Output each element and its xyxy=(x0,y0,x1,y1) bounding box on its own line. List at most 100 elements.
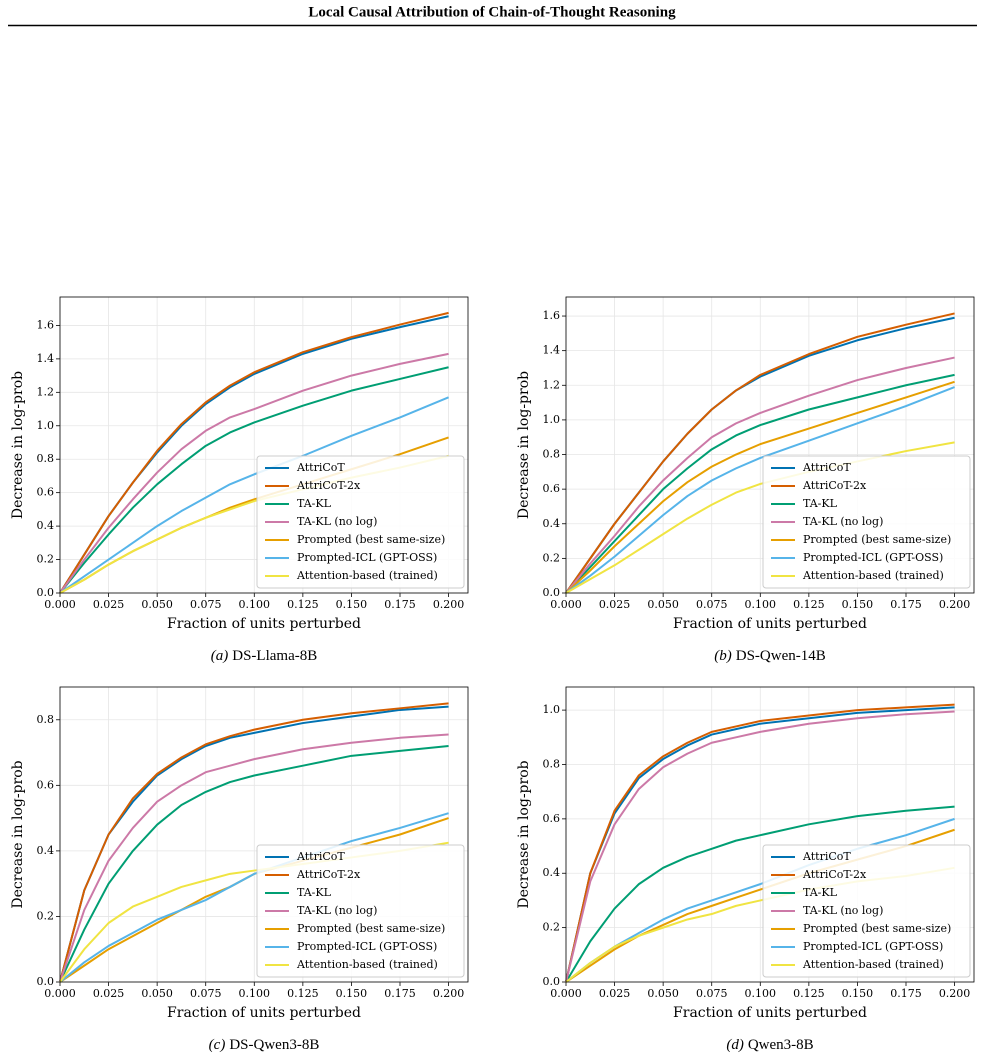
series-line xyxy=(565,373,955,594)
x-tick-label: 0.125 xyxy=(287,987,319,1000)
y-tick-label: 1.6 xyxy=(543,309,561,322)
legend-label: Prompted-ICL (GPT-OSS) xyxy=(297,551,437,564)
y-tick-label: 0.4 xyxy=(543,866,561,879)
legend-label: Prompted-ICL (GPT-OSS) xyxy=(297,940,437,953)
y-tick-label: 0.4 xyxy=(543,517,561,530)
y-tick-label: 0.0 xyxy=(543,975,561,988)
series-line xyxy=(565,356,955,594)
x-tick-label: 0.200 xyxy=(939,598,971,611)
y-tick-label: 1.2 xyxy=(543,378,561,391)
caption: (b) DS-Qwen-14B xyxy=(714,648,826,664)
legend-label: AttriCoT xyxy=(296,461,345,474)
series-line xyxy=(565,380,955,594)
caption: (c) DS-Qwen3-8B xyxy=(209,1037,320,1053)
x-tick-label: 0.050 xyxy=(647,987,679,1000)
series-line xyxy=(59,702,449,983)
x-tick-label: 0.025 xyxy=(93,598,125,611)
x-tick-label: 0.100 xyxy=(745,987,777,1000)
x-tick-label: 0.075 xyxy=(190,987,222,1000)
caption-text: DS-Qwen-14B xyxy=(736,648,826,664)
legend-label: Prompted-ICL (GPT-OSS) xyxy=(803,940,943,953)
axes-frame xyxy=(59,686,469,983)
series-line xyxy=(565,703,955,983)
y-axis-label: Decrease in log-prob xyxy=(10,760,26,908)
legend-label: Attention-based (trained) xyxy=(296,569,438,582)
series-line xyxy=(565,805,955,983)
caption-label: (d) xyxy=(726,1037,744,1053)
legend-box xyxy=(256,844,465,978)
series-line xyxy=(59,745,449,983)
caption: (a) DS-Llama-8B xyxy=(211,648,317,664)
legend-box xyxy=(762,844,971,978)
y-tick-label: 0.2 xyxy=(543,551,561,564)
y-axis-label: Decrease in log-prob xyxy=(516,371,532,519)
x-tick-label: 0.150 xyxy=(336,598,368,611)
series-line xyxy=(565,710,955,983)
y-axis-label: Decrease in log-prob xyxy=(10,371,26,519)
y-tick-label: 1.0 xyxy=(37,419,55,432)
y-tick-label: 1.4 xyxy=(543,344,561,357)
y-tick-label: 0.4 xyxy=(37,519,55,532)
y-tick-label: 0.2 xyxy=(37,553,55,566)
y-tick-label: 0.8 xyxy=(37,713,55,726)
x-tick-label: 0.050 xyxy=(141,598,173,611)
y-tick-label: 1.2 xyxy=(37,385,55,398)
caption-label: (a) xyxy=(211,648,229,664)
legend-box xyxy=(762,455,971,589)
y-tick-label: 0.2 xyxy=(37,909,55,922)
axes-frame xyxy=(59,296,469,594)
series-line xyxy=(59,311,449,594)
legend-label: Prompted-ICL (GPT-OSS) xyxy=(803,551,943,564)
legend-label: TA-KL xyxy=(297,886,332,899)
series-line xyxy=(565,386,955,594)
axes-frame xyxy=(565,296,975,594)
series-line xyxy=(59,366,449,594)
legend-label: AttriCoT xyxy=(802,461,851,474)
y-tick-label: 1.6 xyxy=(37,318,55,331)
legend-label: Prompted (best same-size) xyxy=(297,533,445,546)
x-tick-label: 0.025 xyxy=(599,987,631,1000)
y-tick-label: 1.0 xyxy=(543,413,561,426)
legend-box xyxy=(256,455,465,589)
x-tick-label: 0.150 xyxy=(336,987,368,1000)
legend-label: TA-KL (no log) xyxy=(297,515,377,528)
y-tick-label: 0.8 xyxy=(37,452,55,465)
caption-text: DS-Qwen3-8B xyxy=(229,1037,319,1053)
x-tick-label: 0.200 xyxy=(433,598,465,611)
legend-label: Attention-based (trained) xyxy=(296,958,438,971)
x-tick-label: 0.150 xyxy=(842,987,874,1000)
series-line xyxy=(59,733,449,983)
y-tick-label: 0.0 xyxy=(37,586,55,599)
legend-label: Attention-based (trained) xyxy=(802,958,944,971)
x-tick-label: 0.125 xyxy=(287,598,319,611)
y-tick-label: 0.2 xyxy=(543,921,561,934)
x-tick-label: 0.125 xyxy=(793,598,825,611)
y-axis-label: Decrease in log-prob xyxy=(516,760,532,908)
legend-label: AttriCoT-2x xyxy=(802,479,867,492)
x-axis-label: Fraction of units perturbed xyxy=(167,616,361,632)
caption-label: (c) xyxy=(209,1037,226,1053)
x-tick-label: 0.025 xyxy=(93,987,125,1000)
x-tick-label: 0.050 xyxy=(141,987,173,1000)
x-axis-label: Fraction of units perturbed xyxy=(673,1005,867,1021)
x-axis-label: Fraction of units perturbed xyxy=(673,616,867,632)
x-tick-label: 0.100 xyxy=(239,598,271,611)
legend-label: AttriCoT xyxy=(802,850,851,863)
y-tick-label: 0.6 xyxy=(37,486,55,499)
y-tick-label: 0.8 xyxy=(543,757,561,770)
x-tick-label: 0.000 xyxy=(44,598,76,611)
y-tick-label: 0.0 xyxy=(543,586,561,599)
legend-label: AttriCoT-2x xyxy=(802,868,867,881)
x-tick-label: 0.200 xyxy=(939,987,971,1000)
x-tick-label: 0.075 xyxy=(696,987,728,1000)
legend-label: TA-KL (no log) xyxy=(803,904,883,917)
series-line xyxy=(59,352,449,594)
x-tick-label: 0.175 xyxy=(890,598,922,611)
legend-label: Prompted (best same-size) xyxy=(803,922,951,935)
y-tick-label: 0.6 xyxy=(543,812,561,825)
legend-label: TA-KL xyxy=(803,886,838,899)
x-tick-label: 0.100 xyxy=(745,598,777,611)
y-tick-label: 0.6 xyxy=(37,778,55,791)
y-tick-label: 1.0 xyxy=(543,703,561,716)
x-tick-label: 0.000 xyxy=(44,987,76,1000)
